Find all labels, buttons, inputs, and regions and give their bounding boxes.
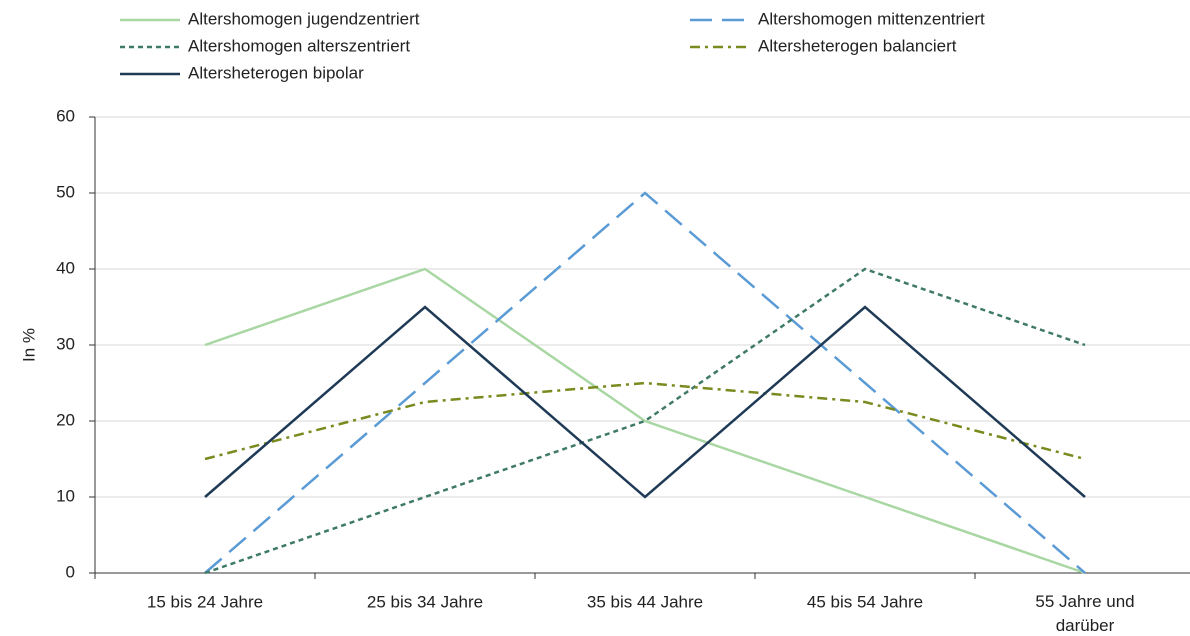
line-series (204, 305, 1086, 499)
y-tick-label: 30 (56, 334, 75, 353)
y-tick-label: 0 (66, 562, 75, 581)
legend-label: Altershomogen mittenzentriert (758, 9, 985, 28)
y-tick-label: 50 (56, 182, 75, 201)
legend-label: Altersheterogen bipolar (188, 63, 364, 82)
line-series (204, 381, 1086, 461)
line-series (204, 267, 1086, 575)
y-tick-label: 40 (56, 258, 75, 277)
y-axis-title: In % (19, 328, 38, 362)
x-tick-label: 25 bis 34 Jahre (367, 592, 483, 611)
x-tick-label: 55 Jahre und darüber (1035, 592, 1134, 635)
y-tick-label: 20 (56, 410, 75, 429)
x-tick-label: 45 bis 54 Jahre (807, 592, 923, 611)
legend-label: Altersheterogen balanciert (758, 36, 957, 55)
x-tick-label: 35 bis 44 Jahre (587, 592, 703, 611)
line-series (204, 191, 1086, 574)
y-tick-label: 10 (56, 486, 75, 505)
legend-label: Altershomogen jugendzentriert (188, 9, 420, 28)
x-tick-label: 15 bis 24 Jahre (147, 592, 263, 611)
y-tick-label: 60 (56, 106, 75, 125)
legend-label: Altershomogen alterszentriert (188, 36, 410, 55)
line-series (204, 267, 1086, 575)
